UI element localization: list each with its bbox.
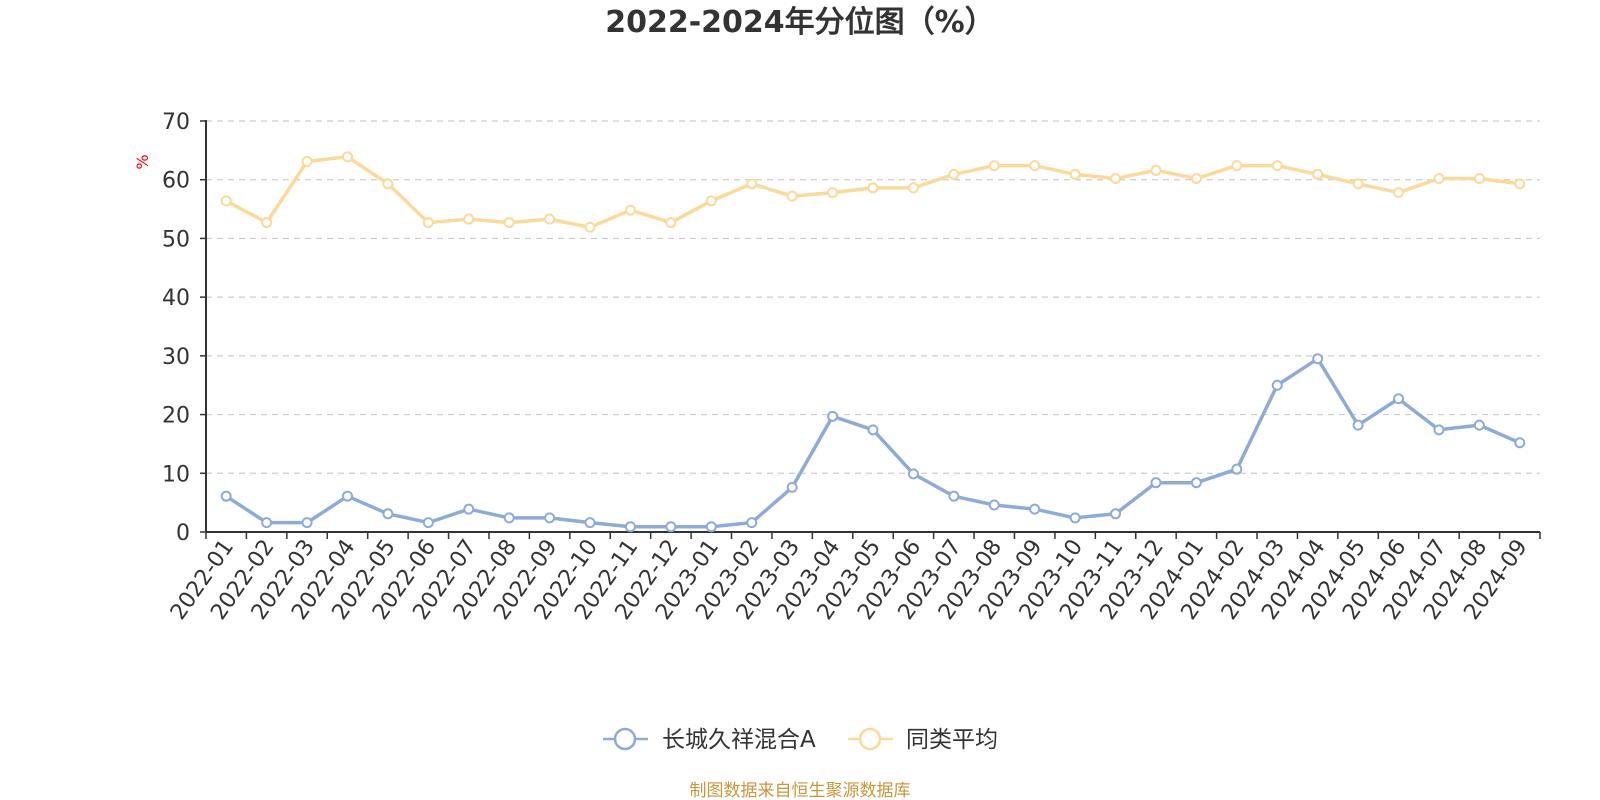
data-point-s2-2022-02 — [261, 217, 273, 229]
legend: 长城久祥混合A 同类平均 — [603, 727, 998, 753]
data-point-s1-2022-11 — [624, 521, 636, 533]
data-point-s1-2024-08 — [1473, 419, 1485, 431]
data-point-s1-2022-12 — [665, 521, 677, 533]
y-tick-label-30: 30 — [162, 345, 190, 370]
data-point-s2-2023-09 — [1029, 160, 1041, 172]
data-point-s1-2024-06 — [1393, 393, 1405, 405]
data-point-s1-2023-11 — [1110, 508, 1122, 520]
legend-label-series-2: 同类平均 — [906, 727, 998, 753]
data-point-s1-2024-01 — [1190, 477, 1202, 489]
data-point-s2-2022-07 — [463, 213, 475, 225]
data-point-s1-2023-04 — [827, 410, 839, 422]
data-point-s2-2024-03 — [1271, 160, 1283, 172]
data-point-s1-2022-05 — [382, 508, 394, 520]
data-point-s2-2024-08 — [1473, 173, 1485, 185]
axes — [200, 120, 1541, 539]
data-point-s1-2022-09 — [544, 512, 556, 524]
data-point-s2-2023-05 — [867, 182, 879, 194]
data-point-s2-2024-01 — [1190, 173, 1202, 185]
legend-item-series-2[interactable]: 同类平均 — [848, 727, 998, 753]
data-source-note: 制图数据来自恒生聚源数据库 — [690, 781, 911, 800]
data-point-s1-2024-07 — [1433, 424, 1445, 436]
data-point-s2-2022-05 — [382, 178, 394, 190]
data-point-s2-2024-04 — [1312, 168, 1324, 180]
data-point-s2-2022-08 — [503, 217, 515, 229]
y-tick-label-10: 10 — [162, 462, 190, 487]
data-point-s1-2024-02 — [1231, 463, 1243, 475]
data-point-s2-2023-04 — [827, 187, 839, 199]
data-point-s2-2022-01 — [220, 195, 232, 207]
data-point-s1-2022-01 — [220, 490, 232, 502]
legend-label-series-1: 长城久祥混合A — [662, 727, 816, 753]
data-point-s1-2023-03 — [786, 481, 798, 493]
grid-lines — [206, 120, 1540, 474]
data-point-s1-2022-08 — [503, 512, 515, 524]
series-line-1 — [225, 357, 1521, 529]
data-point-s1-2024-04 — [1312, 353, 1324, 365]
series-lines — [220, 151, 1526, 533]
data-point-s1-2023-02 — [746, 517, 758, 529]
data-point-s2-2023-08 — [988, 160, 1000, 172]
data-point-s1-2023-05 — [867, 424, 879, 436]
y-tick-label-50: 50 — [162, 227, 190, 252]
data-point-s2-2024-02 — [1231, 160, 1243, 172]
y-tick-label-70: 70 — [162, 110, 190, 135]
data-point-s1-2023-07 — [948, 490, 960, 502]
data-point-s2-2024-05 — [1352, 178, 1364, 190]
chart-title: 2022-2024年分位图（%） — [605, 5, 995, 40]
y-tick-label-0: 0 — [176, 521, 190, 546]
series-2 — [220, 151, 1526, 233]
data-point-s2-2023-07 — [948, 168, 960, 180]
data-point-s2-2022-12 — [665, 217, 677, 229]
series-1 — [220, 353, 1526, 533]
data-point-s1-2022-07 — [463, 503, 475, 515]
data-point-s2-2023-06 — [907, 182, 919, 194]
data-point-s2-2024-06 — [1393, 187, 1405, 199]
data-point-s1-2022-03 — [301, 517, 313, 529]
legend-marker-series-1 — [613, 727, 637, 751]
data-point-s2-2024-07 — [1433, 173, 1445, 185]
data-point-s1-2023-06 — [907, 468, 919, 480]
y-tick-labels: 0 10 20 30 40 50 60 70 — [162, 110, 190, 546]
data-point-s1-2023-08 — [988, 499, 1000, 511]
y-axis-unit: % — [133, 154, 152, 169]
data-point-s1-2024-05 — [1352, 419, 1364, 431]
data-point-s1-2023-10 — [1069, 512, 1081, 524]
data-point-s2-2022-03 — [301, 156, 313, 168]
data-point-s2-2024-09 — [1514, 178, 1526, 190]
data-point-s2-2022-06 — [422, 217, 434, 229]
y-tick-label-40: 40 — [162, 286, 190, 311]
data-point-s2-2022-11 — [624, 204, 636, 216]
data-point-s1-2024-09 — [1514, 437, 1526, 449]
data-point-s1-2024-03 — [1271, 379, 1283, 391]
data-point-s1-2022-02 — [261, 517, 273, 529]
data-point-s1-2022-06 — [422, 517, 434, 529]
data-point-s2-2022-04 — [341, 151, 353, 163]
data-point-s1-2023-09 — [1029, 503, 1041, 515]
data-point-s2-2022-10 — [584, 221, 596, 233]
x-tick-labels: 2022-012022-022022-032022-042022-052022-… — [166, 535, 1533, 625]
data-point-s2-2023-12 — [1150, 164, 1162, 176]
data-point-s2-2023-11 — [1110, 173, 1122, 185]
data-point-s2-2023-03 — [786, 190, 798, 202]
data-point-s1-2023-01 — [705, 521, 717, 533]
legend-marker-series-2 — [858, 727, 882, 751]
legend-item-series-1[interactable]: 长城久祥混合A — [603, 727, 816, 753]
data-point-s2-2022-09 — [544, 213, 556, 225]
data-point-s2-2023-10 — [1069, 168, 1081, 180]
data-point-s1-2022-04 — [341, 490, 353, 502]
y-tick-label-60: 60 — [162, 169, 190, 194]
data-point-s1-2023-12 — [1150, 477, 1162, 489]
y-tick-label-20: 20 — [162, 404, 190, 429]
data-point-s1-2022-10 — [584, 517, 596, 529]
data-point-s2-2023-02 — [746, 178, 758, 190]
data-point-s2-2023-01 — [705, 195, 717, 207]
